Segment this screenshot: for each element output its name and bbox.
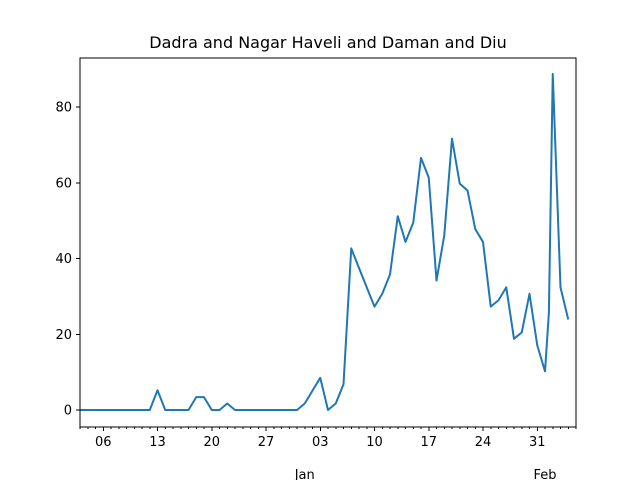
y-tick-label: 60 [55, 176, 72, 191]
x-tick-label: 31 [529, 435, 546, 450]
x-tick-label: 27 [258, 435, 275, 450]
x-tick-label: 10 [366, 435, 383, 450]
x-tick-label: 06 [95, 435, 112, 450]
y-tick-label: 80 [55, 101, 72, 116]
x-tick-label: 24 [475, 435, 492, 450]
series-line-0 [80, 72, 570, 411]
x-tick-label: 20 [203, 435, 220, 450]
x-tick-label: 17 [420, 435, 437, 450]
axes-frame [79, 57, 577, 428]
y-tick-label: 40 [55, 252, 72, 267]
x-month-label: Jan [294, 468, 315, 480]
x-tick-label: 13 [149, 435, 166, 450]
chart-title: Dadra and Nagar Haveli and Daman and Diu [149, 33, 506, 52]
x-month-label: Feb [533, 468, 556, 480]
axes: 0 20 40 60 80 06 13 20 27 03 10 17 24 31 Jan Feb [55, 57, 577, 480]
y-tick-label: 20 [55, 328, 72, 343]
plot-area [80, 72, 570, 411]
y-tick-label: 0 [64, 403, 72, 418]
x-tick-label: 03 [312, 435, 329, 450]
